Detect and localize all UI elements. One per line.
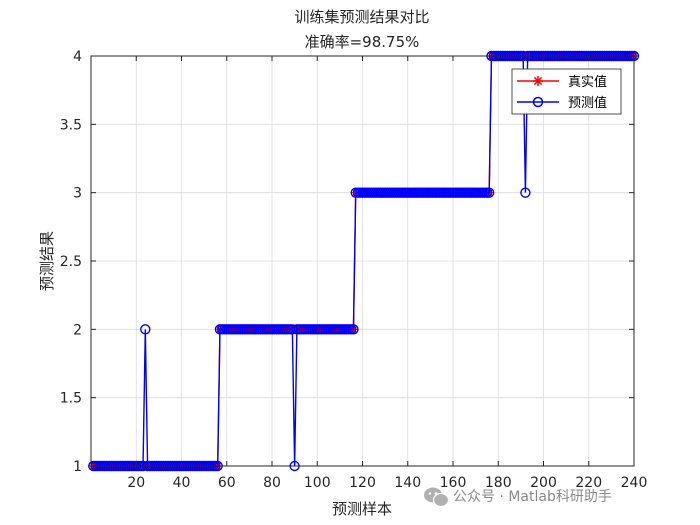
x-tick-label: 80	[263, 475, 281, 491]
legend-entry-true: 真实值	[517, 74, 607, 90]
x-tick-label: 180	[485, 475, 512, 491]
y-tick-label: 2	[73, 322, 82, 338]
chart-title: 训练集预测结果对比	[294, 8, 429, 26]
data-point	[484, 187, 495, 198]
y-tick-label: 1	[73, 459, 82, 475]
y-tick-label: 4	[73, 49, 82, 65]
legend-entry-pred: 预测值	[517, 95, 607, 111]
y-tick-label: 1.5	[60, 391, 82, 407]
legend: 真实值 预测值	[511, 68, 622, 115]
x-tick-label: 140	[394, 475, 421, 491]
wechat-icon	[424, 487, 450, 508]
x-tick-label: 220	[575, 475, 602, 491]
y-tick-label: 2.5	[60, 254, 82, 270]
y-tick-label: 3	[73, 186, 82, 202]
legend-marker-true	[533, 76, 543, 86]
legend-label-true: 真实值	[568, 74, 607, 90]
ticks: 20 40 60 80 100 120 140 160 180 200 220 240 1 1.5 2 2.5…	[60, 49, 648, 491]
x-tick-label: 240	[621, 475, 648, 491]
x-tick-label: 20	[127, 475, 145, 491]
legend-box	[511, 68, 622, 115]
y-axis-label: 预测结果	[38, 231, 56, 291]
data-point	[520, 187, 531, 198]
x-tick-label: 100	[304, 475, 331, 491]
x-tick-label: 160	[440, 475, 467, 491]
x-tick-label: 120	[349, 475, 376, 491]
series-pred	[88, 50, 640, 472]
x-axis-label: 预测样本	[332, 500, 392, 518]
x-tick-label: 200	[530, 475, 557, 491]
data-point	[140, 324, 151, 335]
watermark: 公众号 · Matlab科研助手	[424, 487, 612, 508]
x-tick-label: 40	[173, 475, 191, 491]
legend-marker-pred	[532, 96, 544, 108]
y-tick-label: 3.5	[60, 117, 82, 133]
legend-label-pred: 预测值	[568, 95, 607, 111]
watermark-text: 公众号 · Matlab科研助手	[453, 489, 612, 505]
chart-subtitle: 准确率=98.75%	[305, 33, 420, 51]
series-layer	[88, 50, 640, 472]
x-tick-label: 60	[218, 475, 236, 491]
data-point	[348, 324, 359, 335]
